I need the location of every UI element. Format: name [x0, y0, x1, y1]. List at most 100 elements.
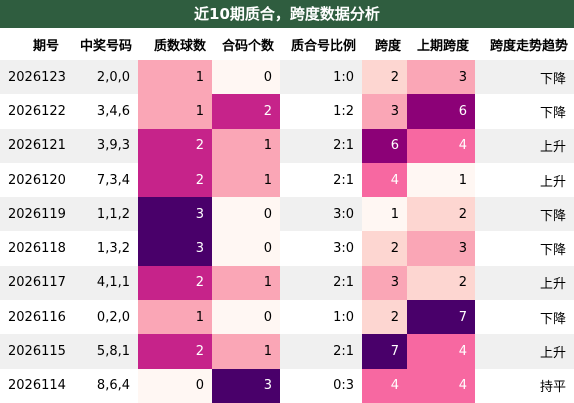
table-cell: 上升 — [539, 174, 566, 190]
table-cell: 0,2,0 — [96, 309, 130, 325]
table-cell: 1 — [212, 162, 280, 198]
table-cell: 1 — [138, 300, 212, 335]
title-bar: 近10期质合，跨度数据分析 — [0, 0, 574, 28]
table-row: 2026116 0,2,0 1 0 1:0 2 7 下降 — [0, 300, 574, 335]
table-row: 2026121 3,9,3 2 1 2:1 6 4 上升 — [0, 128, 574, 163]
table-cell: 6 — [407, 94, 475, 129]
table-cell: 1 — [212, 128, 280, 163]
table-cell: 7 — [407, 300, 475, 335]
table-row: 2026114 8,6,4 0 3 0:3 4 4 持平 — [0, 368, 574, 403]
table-cell: 2 — [362, 60, 407, 95]
table-cell: 0 — [212, 197, 280, 232]
table-cell: 3,4,6 — [96, 103, 130, 119]
table-cell: 2026115 — [0, 334, 66, 369]
table-cell: 1:0 — [280, 60, 362, 95]
table-cell: 2026116 — [8, 309, 66, 325]
table-cell: 持平 — [539, 380, 566, 396]
table-cell: 3 — [407, 60, 475, 95]
table-cell: 2,0,0 — [65, 60, 138, 95]
table-cell: 2 — [138, 334, 212, 369]
column-header: 跨度走势趋势 — [489, 38, 568, 54]
table-cell: 6 — [362, 128, 407, 163]
table-cell: 1 — [407, 162, 475, 198]
column-header: 上期跨度 — [416, 38, 469, 54]
table-cell: 4 — [362, 162, 407, 198]
table-cell: 1,1,2 — [65, 197, 138, 232]
table-cell: 3:0 — [280, 197, 362, 232]
table-cell: 1 — [212, 334, 280, 369]
table-cell: 2026118 — [8, 241, 66, 257]
table-cell: 2:1 — [333, 172, 354, 188]
table-cell: 2026114 — [8, 378, 66, 394]
table-row: 2026119 1,1,2 3 0 3:0 1 2 下降 — [0, 197, 574, 232]
table-cell: 3 — [362, 94, 407, 129]
table-cell: 3 — [138, 231, 212, 266]
table-cell: 4 — [362, 368, 407, 403]
data-table: 期号 中奖号码 质数球数 合码个数 质合号比例 跨度 上期跨度 跨度走势趋势 2026123 2… — [0, 28, 574, 403]
table-row: 2026115 5,8,1 2 1 2:1 7 4 上升 — [0, 334, 574, 369]
table-cell: 下降 — [539, 105, 566, 121]
table-cell: 0 — [212, 231, 280, 266]
table-cell: 下降 — [475, 197, 574, 232]
table-cell: 4,1,1 — [65, 265, 138, 301]
column-header: 合码个数 — [221, 38, 274, 54]
table-cell: 5,8,1 — [65, 334, 138, 369]
table-cell: 下降 — [539, 311, 566, 327]
table-cell: 1 — [138, 94, 212, 129]
table-cell: 上升 — [475, 128, 574, 163]
table-row: 2026122 3,4,6 1 2 1:2 3 6 下降 — [0, 94, 574, 129]
table-cell: 4 — [407, 334, 475, 369]
table-cell: 1 — [212, 265, 280, 301]
table-cell: 7,3,4 — [96, 172, 130, 188]
table-row: 2026117 4,1,1 2 1 2:1 3 2 上升 — [0, 265, 574, 301]
table-cell: 1,3,2 — [96, 241, 130, 257]
header-row: 期号 中奖号码 质数球数 合码个数 质合号比例 跨度 上期跨度 跨度走势趋势 — [0, 28, 574, 60]
table-cell: 2 — [362, 231, 407, 266]
table-row: 2026120 7,3,4 2 1 2:1 4 1 上升 — [0, 162, 574, 198]
table-cell: 1:2 — [333, 103, 354, 119]
table-cell: 0:3 — [333, 378, 354, 394]
table-cell: 下降 — [539, 243, 566, 259]
table-cell: 2026119 — [0, 197, 66, 232]
table-cell: 0 — [212, 60, 280, 95]
table-cell: 2:1 — [280, 265, 362, 301]
table-cell: 2:1 — [280, 334, 362, 369]
column-header: 质合号比例 — [290, 38, 356, 54]
table-cell: 0 — [138, 368, 212, 403]
table-cell: 2026122 — [8, 103, 66, 119]
table-cell: 2 — [138, 265, 212, 301]
column-header: 中奖号码 — [79, 38, 132, 54]
table-cell: 2 — [138, 162, 212, 198]
table-cell: 3:0 — [333, 241, 354, 257]
table-row: 2026123 2,0,0 1 0 1:0 2 3 下降 — [0, 60, 574, 95]
table-cell: 上升 — [475, 265, 574, 301]
table-cell: 2 — [407, 265, 475, 301]
table-cell: 1 — [138, 60, 212, 95]
table-cell: 2026117 — [0, 265, 66, 301]
table-cell: 3 — [362, 265, 407, 301]
table-cell: 2026123 — [0, 60, 66, 95]
table-cell: 2026120 — [8, 172, 66, 188]
table-cell: 2:1 — [280, 128, 362, 163]
table-cell: 4 — [407, 128, 475, 163]
table-row: 2026118 1,3,2 3 0 3:0 2 3 下降 — [0, 231, 574, 266]
column-header: 期号 — [32, 38, 59, 54]
table-cell: 1 — [362, 197, 407, 232]
table-cell: 1:0 — [333, 309, 354, 325]
table-cell: 2 — [212, 94, 280, 129]
table-cell: 3 — [407, 231, 475, 266]
table-cell: 2026121 — [0, 128, 66, 163]
table-cell: 7 — [362, 334, 407, 369]
table-cell: 3 — [138, 197, 212, 232]
table-cell: 下降 — [475, 60, 574, 95]
table-cell: 3 — [212, 368, 280, 403]
table-cell: 0 — [212, 300, 280, 335]
table-cell: 3,9,3 — [65, 128, 138, 163]
table-cell: 上升 — [475, 334, 574, 369]
table-cell: 2 — [407, 197, 475, 232]
table-cell: 2 — [362, 300, 407, 335]
table-cell: 2 — [138, 128, 212, 163]
column-header: 质数球数 — [153, 38, 206, 54]
table-cell: 8,6,4 — [96, 378, 130, 394]
